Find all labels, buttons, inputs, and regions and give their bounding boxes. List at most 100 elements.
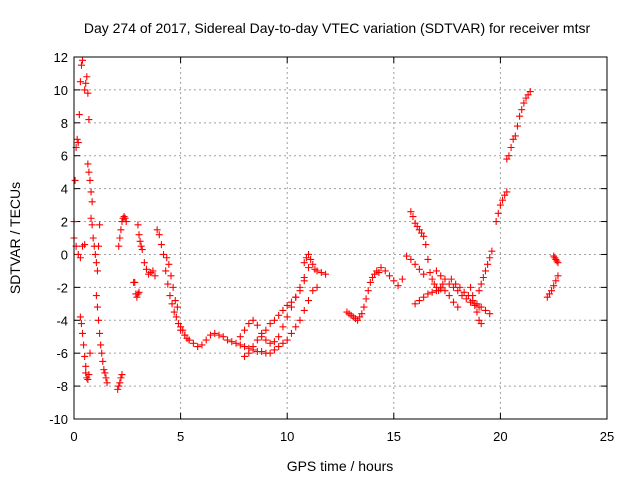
y-axis-label: SDTVAR / TECUs xyxy=(7,182,23,294)
data-point xyxy=(82,79,90,87)
data-point xyxy=(486,254,494,262)
data-point xyxy=(270,338,278,346)
data-point xyxy=(309,260,317,268)
data-point xyxy=(114,385,122,393)
grid xyxy=(74,57,607,419)
y-tick-label: 4 xyxy=(61,182,68,197)
data-point xyxy=(313,283,321,291)
y-tick-label: 6 xyxy=(61,149,68,164)
data-point xyxy=(287,329,295,337)
data-point xyxy=(116,379,124,387)
x-tick-label: 20 xyxy=(493,429,507,444)
data-point xyxy=(85,168,93,176)
data-point xyxy=(236,341,244,349)
data-point xyxy=(185,336,193,344)
data-point xyxy=(449,298,457,306)
data-point xyxy=(81,86,89,94)
data-point xyxy=(307,255,315,263)
series-sat-ac xyxy=(467,283,485,328)
series-sat-i xyxy=(114,371,126,393)
data-point xyxy=(89,234,97,242)
data-point xyxy=(362,295,370,303)
data-point xyxy=(366,278,374,286)
data-point xyxy=(411,300,419,308)
data-point xyxy=(102,374,110,382)
data-point xyxy=(283,301,291,309)
data-point xyxy=(477,320,485,328)
series-sat-v xyxy=(360,267,383,311)
data-point xyxy=(266,349,274,357)
data-point xyxy=(520,99,528,107)
data-point xyxy=(153,226,161,234)
y-tick-label: -10 xyxy=(49,412,68,427)
data-point xyxy=(266,320,274,328)
series-sat-ab xyxy=(447,275,494,318)
series-sat-ad xyxy=(475,247,496,295)
data-point xyxy=(511,132,519,140)
data-point xyxy=(202,336,210,344)
data-point xyxy=(317,269,325,277)
data-point xyxy=(322,270,330,278)
data-point xyxy=(275,343,283,351)
y-tick-label: -8 xyxy=(56,379,68,394)
data-point xyxy=(296,316,304,324)
data-point xyxy=(232,339,240,347)
x-tick-label: 15 xyxy=(387,429,401,444)
series-sat-s xyxy=(266,283,321,357)
data-point xyxy=(84,89,92,97)
series-sat-o xyxy=(163,254,181,311)
data-point xyxy=(526,88,534,96)
data-point xyxy=(173,303,181,311)
data-point xyxy=(163,254,171,262)
data-point xyxy=(554,272,562,280)
data-point xyxy=(122,218,130,226)
data-point xyxy=(84,376,92,384)
data-point xyxy=(548,287,556,295)
data-point xyxy=(471,300,479,308)
data-point xyxy=(85,371,93,379)
data-point xyxy=(360,303,368,311)
data-point xyxy=(475,287,483,295)
data-point xyxy=(441,287,449,295)
series-sat-l xyxy=(134,221,146,254)
data-point xyxy=(206,331,214,339)
data-point xyxy=(432,287,440,295)
series-sat-af xyxy=(503,88,534,163)
data-point xyxy=(411,260,419,268)
data-point xyxy=(241,352,249,360)
data-point xyxy=(168,300,176,308)
data-point xyxy=(219,333,227,341)
axis-ticks: 0 5 10 15 20 25 -10 -8 -6 -4 -2 0 2 4 6 8 10 12 xyxy=(49,50,614,444)
data-point xyxy=(407,208,415,216)
data-point xyxy=(283,313,291,321)
data-point xyxy=(262,336,270,344)
data-point xyxy=(84,160,92,168)
data-point xyxy=(137,242,145,250)
data-point xyxy=(194,343,202,351)
series-sat-e xyxy=(82,349,94,384)
data-point xyxy=(456,283,464,291)
x-axis-label: GPS time / hours xyxy=(287,458,394,474)
data-point xyxy=(437,272,445,280)
data-point xyxy=(439,280,447,288)
data-point xyxy=(77,61,85,69)
data-point xyxy=(224,336,232,344)
data-point xyxy=(513,122,521,130)
data-point xyxy=(75,111,83,119)
y-tick-label: -2 xyxy=(56,280,68,295)
data-point xyxy=(189,339,197,347)
data-point xyxy=(358,310,366,318)
data-point xyxy=(118,371,126,379)
data-point xyxy=(253,336,261,344)
data-point xyxy=(424,290,432,298)
data-point xyxy=(138,246,146,254)
data-point xyxy=(481,306,489,314)
series-sat-h xyxy=(92,292,111,387)
data-point xyxy=(309,287,317,295)
data-point xyxy=(270,346,278,354)
series-sat-b xyxy=(81,73,93,124)
data-point xyxy=(422,241,430,249)
data-point xyxy=(167,272,175,280)
data-point xyxy=(486,310,494,318)
data-point xyxy=(86,176,94,184)
